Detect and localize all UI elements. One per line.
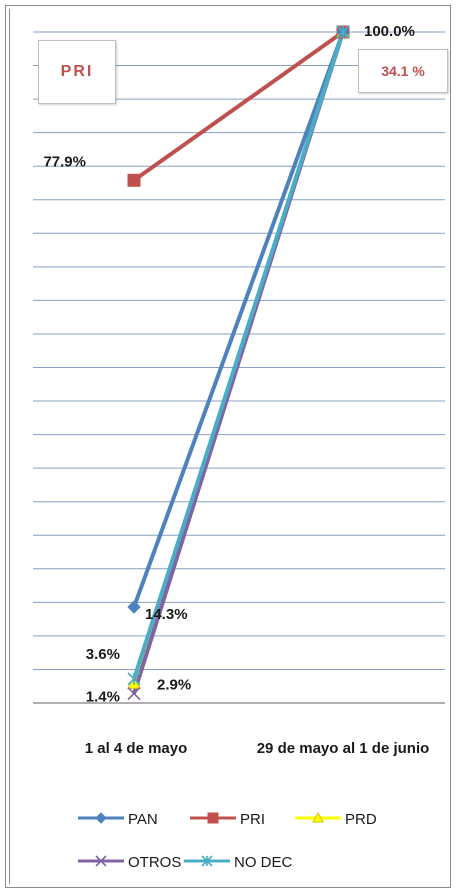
series-line-pan [132,31,345,608]
legend-label-pan: PAN [128,811,158,828]
legend-marker-pan [95,812,107,824]
legend-marker-otros [95,855,107,867]
series-line-pri [132,30,345,182]
legend-label-pri: PRI [240,811,265,828]
data-label-no-dec-0: 3.6% [86,646,120,663]
legend-marker-prd [312,811,324,823]
legend-label-prd: PRD [345,811,377,828]
marker-pan-0 [127,600,141,614]
marker-pri-0 [127,173,141,187]
legend-marker-pri [207,812,219,824]
data-label-pri-1: 100.0% [364,23,415,40]
category-label-0: 1 al 4 de mayo [85,740,188,757]
data-label-prd-0: 2.9% [157,677,191,694]
data-label-otros-0: 1.4% [86,689,120,706]
series-callout-value: 34.1 % [358,49,448,93]
series-line-no-dec [132,31,345,680]
category-labels: 1 al 4 de mayo 29 de mayo al 1 de junio [85,740,430,757]
legend-label-otros: OTROS [128,854,181,871]
chart-frame-inner [9,9,447,884]
data-label-pri-0: 77.9% [43,153,86,170]
chart-frame [5,5,451,888]
data-label-pan-0: 14.3% [145,606,188,623]
marker-no-dec-0 [127,672,141,686]
category-label-1: 29 de mayo al 1 de junio [257,740,430,757]
legend-marker-no-dec [201,855,213,867]
data-labels: 77.9% 14.3% 3.6% 1.4% 2.9% 100.0% [43,23,414,706]
series-lines [132,30,345,695]
legend-label-no-dec: NO DEC [234,854,293,871]
legend: PAN PRI PRD OTROS NO DEC [78,811,377,871]
series-markers [127,24,350,701]
series-callout-label: PRI [38,40,116,104]
marker-no-dec-1 [336,25,350,39]
marker-otros-0 [127,687,141,701]
